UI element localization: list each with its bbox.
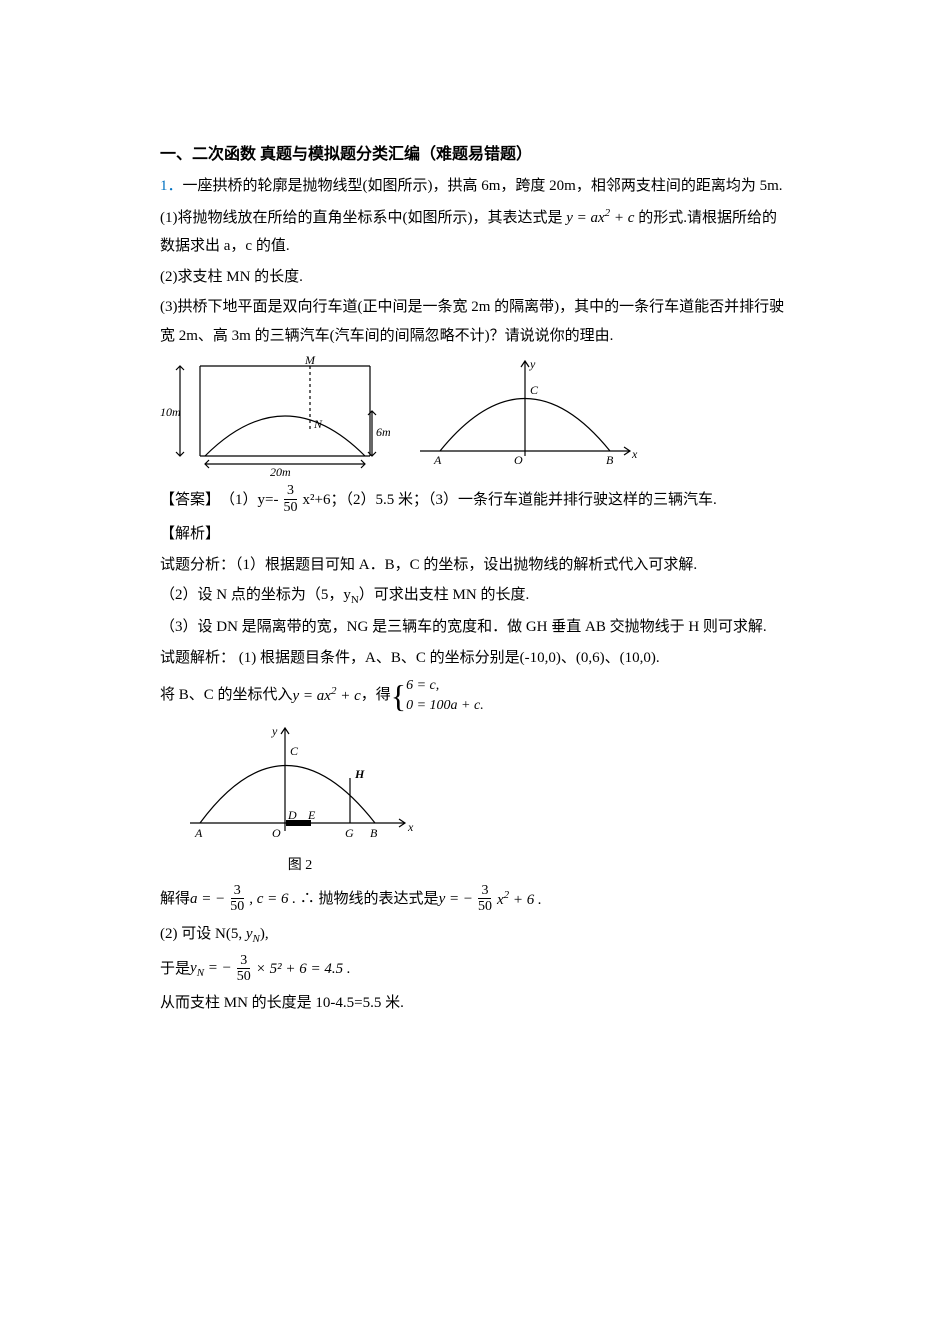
question-number: 1． [160,178,183,194]
label-6m: 6m [376,425,390,439]
p2-l1-pre: (2) 可设 N(5, [160,926,246,942]
d2-y: y [271,724,278,738]
therefore-y: y = − [439,885,473,914]
frac-p2: 350 [234,953,254,985]
frac-3-50: 350 [280,483,300,515]
part-3: (3)拱桥下地平面是双向行车道(正中间是一条宽 2m 的隔离带)，其中的一条行车… [160,293,785,350]
p2-yn: yN [246,926,260,942]
p2-l1-post: ), [260,926,269,942]
analysis-1: 试题分析：（1）根据题目可知 A．B，C 的坐标，设出抛物线的解析式代入可求解. [160,551,785,580]
d2-O: O [272,826,281,840]
label-x: x [631,447,638,461]
sol-label: 试题解析： [160,650,235,666]
d2-D: D [287,808,297,822]
diagram-2-caption: 图 2 [180,853,420,880]
d2-x: x [407,820,414,834]
eq2: 0 = 100a + c. [406,696,484,716]
p2-line3: 从而支柱 MN 的长度是 10-4.5=5.5 米. [160,989,785,1018]
diagram-2-container: A O D E G B H C x y 图 2 [180,723,785,880]
p2-yn2: yN = − [190,954,232,984]
stem-text: 一座拱桥的轮廓是抛物线型(如图所示)，拱高 6m，跨度 20m，相邻两支柱间的距… [183,178,783,194]
sol2-mid: ，得 [361,681,391,710]
d2-B: B [370,826,378,840]
therefore-line: ∴ 抛物线的表达式是 y = − 350 x2 + 6 . [300,884,542,916]
d2-E: E [307,808,316,822]
part1-formula: y = ax2 + c [566,210,634,226]
solve-a: a = − [190,885,225,914]
frac-p2-num: 3 [237,953,250,969]
coord-diagram: A B C O x y [410,356,640,476]
analysis-label: 【解析】 [160,520,785,549]
p2-line1: (2) 可设 N(5, yN), [160,920,785,950]
label-B: B [606,453,614,467]
sol2-pre: 将 B、C 的坐标代入 [160,681,293,710]
frac-a: 350 [227,883,247,915]
diagram-row: M N 10m 20m 6m A B C O x y [160,356,785,476]
frac-expr: 350 [475,883,495,915]
d2-H: H [354,767,365,781]
solve-c: , c = 6 . [249,885,296,914]
question-stem: 1．一座拱桥的轮廓是抛物线型(如图所示)，拱高 6m，跨度 20m，相邻两支柱间… [160,172,785,201]
frac-a-num: 3 [231,883,244,899]
answer-label: 【答案】 [160,486,220,515]
frac-a-den: 50 [227,899,247,914]
d2-A: A [194,826,203,840]
answer-line: 【答案】 （1）y=- 350 x²+6；（2）5.5 米；（3）一条行车道能并… [160,484,717,516]
d2-C: C [290,744,299,758]
equation-system: 6 = c, 0 = 100a + c. [406,676,484,715]
sol-text: (1) 根据题目条件，A、B、C 的坐标分别是(-10,0)、(0,6)、(10… [239,650,660,666]
label-20m: 20m [270,465,291,476]
frac-expr-den: 50 [475,899,495,914]
answer-pre: （1）y=- [220,486,278,515]
d2-G: G [345,826,354,840]
label-y: y [529,357,536,371]
solve-pre: 解得 [160,885,190,914]
diagram-2: A O D E G B H C x y [180,723,420,853]
answer-post: x²+6；（2）5.5 米；（3）一条行车道能并排行驶这样的三辆汽车. [302,486,716,515]
part-1: (1)将抛物线放在所给的直角坐标系中(如图所示)，其表达式是 y = ax2 +… [160,203,785,261]
label-M: M [304,356,316,367]
frac-expr-num: 3 [478,883,491,899]
section-heading: 一、二次函数 真题与模拟题分类汇编（难题易错题） [160,140,785,170]
p2-line2: 于是 yN = − 350 × 5² + 6 = 4.5 . [160,954,351,986]
solve-line: 解得 a = − 350 , c = 6 . [160,884,296,916]
label-C: C [530,383,539,397]
frac-p2-den: 50 [234,969,254,984]
frac-den: 50 [280,500,300,515]
label-A: A [433,453,442,467]
sol-1: 试题解析： (1) 根据题目条件，A、B、C 的坐标分别是(-10,0)、(0,… [160,644,785,673]
sol-2: 将 B、C 的坐标代入 y = ax2 + c ，得 { 6 = c, 0 = … [160,676,484,715]
sol2-formula: y = ax2 + c [293,681,361,711]
label-10m: 10m [160,405,181,419]
p2-l2-pre: 于是 [160,955,190,984]
eq1: 6 = c, [406,676,484,696]
frac-num: 3 [284,483,297,499]
brace-icon: { [391,680,406,712]
therefore-post: x2 + 6 . [497,885,542,915]
part-2: (2)求支柱 MN 的长度. [160,263,785,292]
label-N: N [313,417,323,431]
part1-prefix: (1)将抛物线放在所给的直角坐标系中(如图所示)，其表达式是 [160,210,566,226]
analysis-3: （3）设 DN 是隔离带的宽，NG 是三辆车的宽度和．做 GH 垂直 AB 交抛… [160,613,785,642]
bridge-diagram: M N 10m 20m 6m [160,356,390,476]
analysis-2: （2）设 N 点的坐标为（5，yN）可求出支柱 MN 的长度. [160,581,785,611]
p2-l2-post: × 5² + 6 = 4.5 . [256,955,351,984]
therefore-pre: ∴ 抛物线的表达式是 [300,885,439,914]
label-O: O [514,453,523,467]
